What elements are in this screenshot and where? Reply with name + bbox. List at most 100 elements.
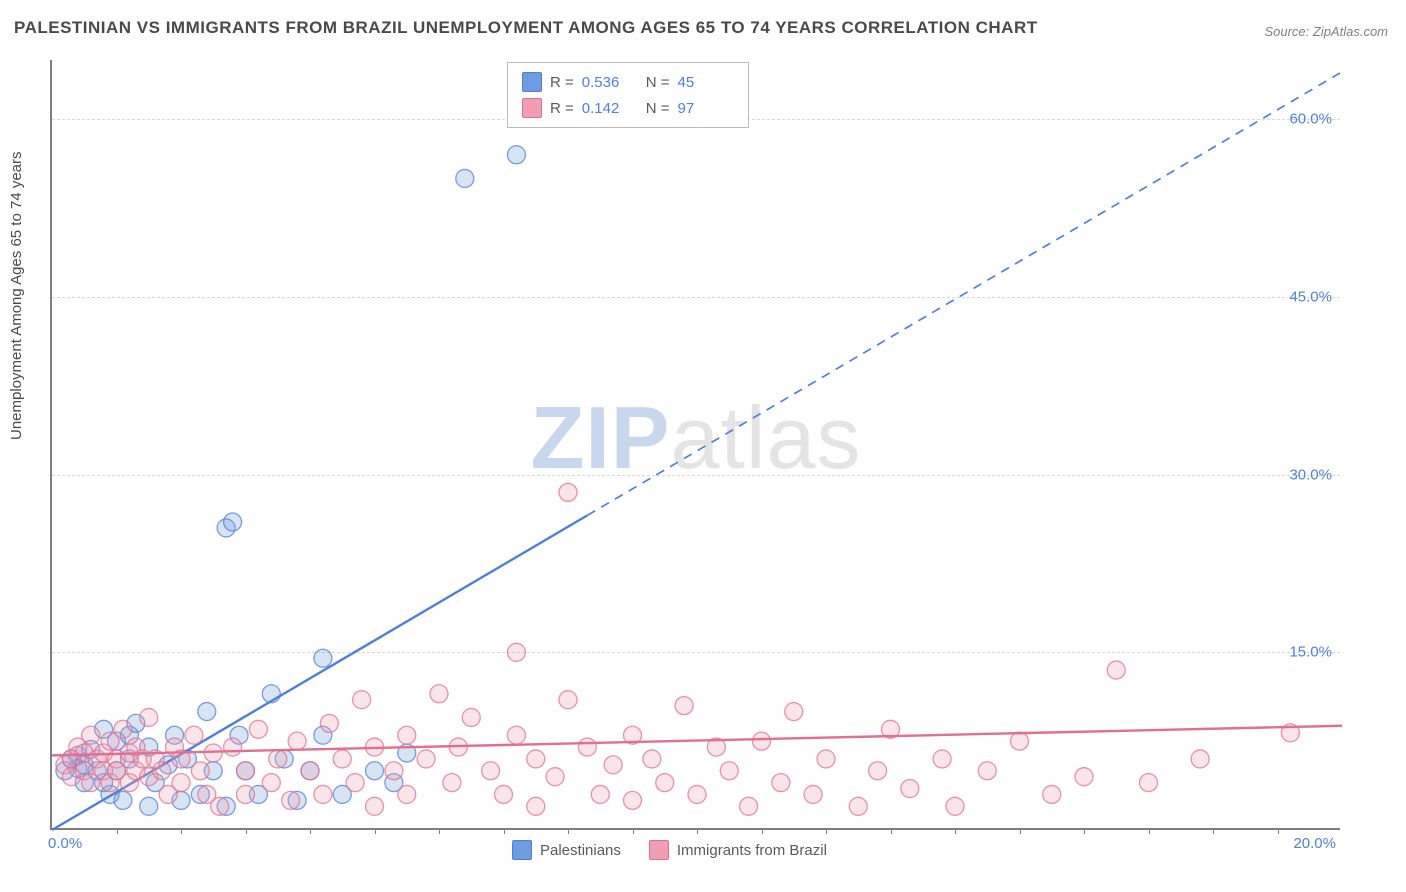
scatter-point	[817, 750, 835, 768]
legend-n-label: N =	[646, 100, 670, 117]
scatter-point	[82, 726, 100, 744]
x-tick	[1278, 828, 1279, 834]
scatter-point	[282, 791, 300, 809]
x-tick	[891, 828, 892, 834]
scatter-point	[430, 685, 448, 703]
scatter-point	[288, 732, 306, 750]
scatter-point	[153, 762, 171, 780]
scatter-point	[462, 708, 480, 726]
scatter-point	[578, 738, 596, 756]
chart-title: PALESTINIAN VS IMMIGRANTS FROM BRAZIL UN…	[14, 18, 1038, 38]
legend-stats: R = 0.536 N = 45 R = 0.142 N = 97	[507, 62, 749, 128]
scatter-point	[211, 797, 229, 815]
scatter-point	[237, 762, 255, 780]
scatter-point	[546, 768, 564, 786]
x-tick	[246, 828, 247, 834]
legend-swatch-icon	[522, 72, 542, 92]
scatter-point	[1191, 750, 1209, 768]
plot-area: ZIPatlas 15.0%30.0%45.0%60.0% R = 0.536 …	[50, 60, 1340, 830]
scatter-point	[933, 750, 951, 768]
legend-stats-row: R = 0.142 N = 97	[522, 95, 734, 121]
scatter-point	[772, 774, 790, 792]
x-origin-label: 0.0%	[48, 835, 82, 852]
legend-n-label: N =	[646, 74, 670, 91]
scatter-point	[675, 697, 693, 715]
scatter-point	[688, 785, 706, 803]
x-tick	[375, 828, 376, 834]
scatter-point	[1075, 768, 1093, 786]
scatter-point	[849, 797, 867, 815]
x-tick	[1213, 828, 1214, 834]
scatter-point	[398, 726, 416, 744]
scatter-point	[249, 720, 267, 738]
scatter-point	[591, 785, 609, 803]
scatter-point	[527, 750, 545, 768]
x-tick	[1020, 828, 1021, 834]
scatter-point	[1140, 774, 1158, 792]
scatter-point	[720, 762, 738, 780]
scatter-point	[507, 146, 525, 164]
trend-line-dashed	[587, 72, 1342, 516]
scatter-point	[1011, 732, 1029, 750]
scatter-point	[507, 643, 525, 661]
legend-r-value: 0.142	[582, 100, 638, 117]
legend-stats-row: R = 0.536 N = 45	[522, 69, 734, 95]
y-axis-label: Unemployment Among Ages 65 to 74 years	[8, 151, 25, 440]
scatter-point	[804, 785, 822, 803]
scatter-point	[366, 797, 384, 815]
legend-n-value: 97	[678, 100, 734, 117]
legend-series: Palestinians Immigrants from Brazil	[512, 840, 827, 860]
scatter-point	[946, 797, 964, 815]
scatter-point	[559, 483, 577, 501]
scatter-point	[740, 797, 758, 815]
scatter-point	[366, 762, 384, 780]
scatter-point	[314, 649, 332, 667]
x-tick	[697, 828, 698, 834]
scatter-point	[353, 691, 371, 709]
x-tick	[310, 828, 311, 834]
x-tick	[1149, 828, 1150, 834]
scatter-point	[901, 780, 919, 798]
scatter-point	[114, 720, 132, 738]
x-tick	[762, 828, 763, 834]
x-tick	[1084, 828, 1085, 834]
scatter-point	[301, 762, 319, 780]
scatter-point	[624, 791, 642, 809]
scatter-point	[785, 703, 803, 721]
legend-n-value: 45	[678, 74, 734, 91]
scatter-point	[443, 774, 461, 792]
scatter-point	[262, 774, 280, 792]
plot-svg	[52, 60, 1340, 828]
scatter-point	[482, 762, 500, 780]
scatter-point	[604, 756, 622, 774]
scatter-point	[198, 703, 216, 721]
source-label: Source: ZipAtlas.com	[1264, 24, 1388, 39]
x-tick	[439, 828, 440, 834]
scatter-point	[185, 726, 203, 744]
scatter-point	[114, 791, 132, 809]
x-tick	[504, 828, 505, 834]
scatter-point	[643, 750, 661, 768]
legend-swatch-icon	[522, 98, 542, 118]
scatter-point	[507, 726, 525, 744]
scatter-point	[656, 774, 674, 792]
x-tick	[568, 828, 569, 834]
legend-swatch-icon	[649, 840, 669, 860]
scatter-point	[417, 750, 435, 768]
scatter-point	[559, 691, 577, 709]
scatter-point	[385, 762, 403, 780]
scatter-point	[527, 797, 545, 815]
x-tick	[117, 828, 118, 834]
legend-swatch-icon	[512, 840, 532, 860]
scatter-point	[314, 785, 332, 803]
scatter-point	[1043, 785, 1061, 803]
scatter-point	[320, 714, 338, 732]
scatter-point	[398, 785, 416, 803]
scatter-point	[140, 797, 158, 815]
x-tick	[826, 828, 827, 834]
scatter-point	[191, 762, 209, 780]
legend-item-label: Palestinians	[540, 842, 621, 859]
x-tick	[955, 828, 956, 834]
legend-r-label: R =	[550, 74, 574, 91]
x-tick	[633, 828, 634, 834]
